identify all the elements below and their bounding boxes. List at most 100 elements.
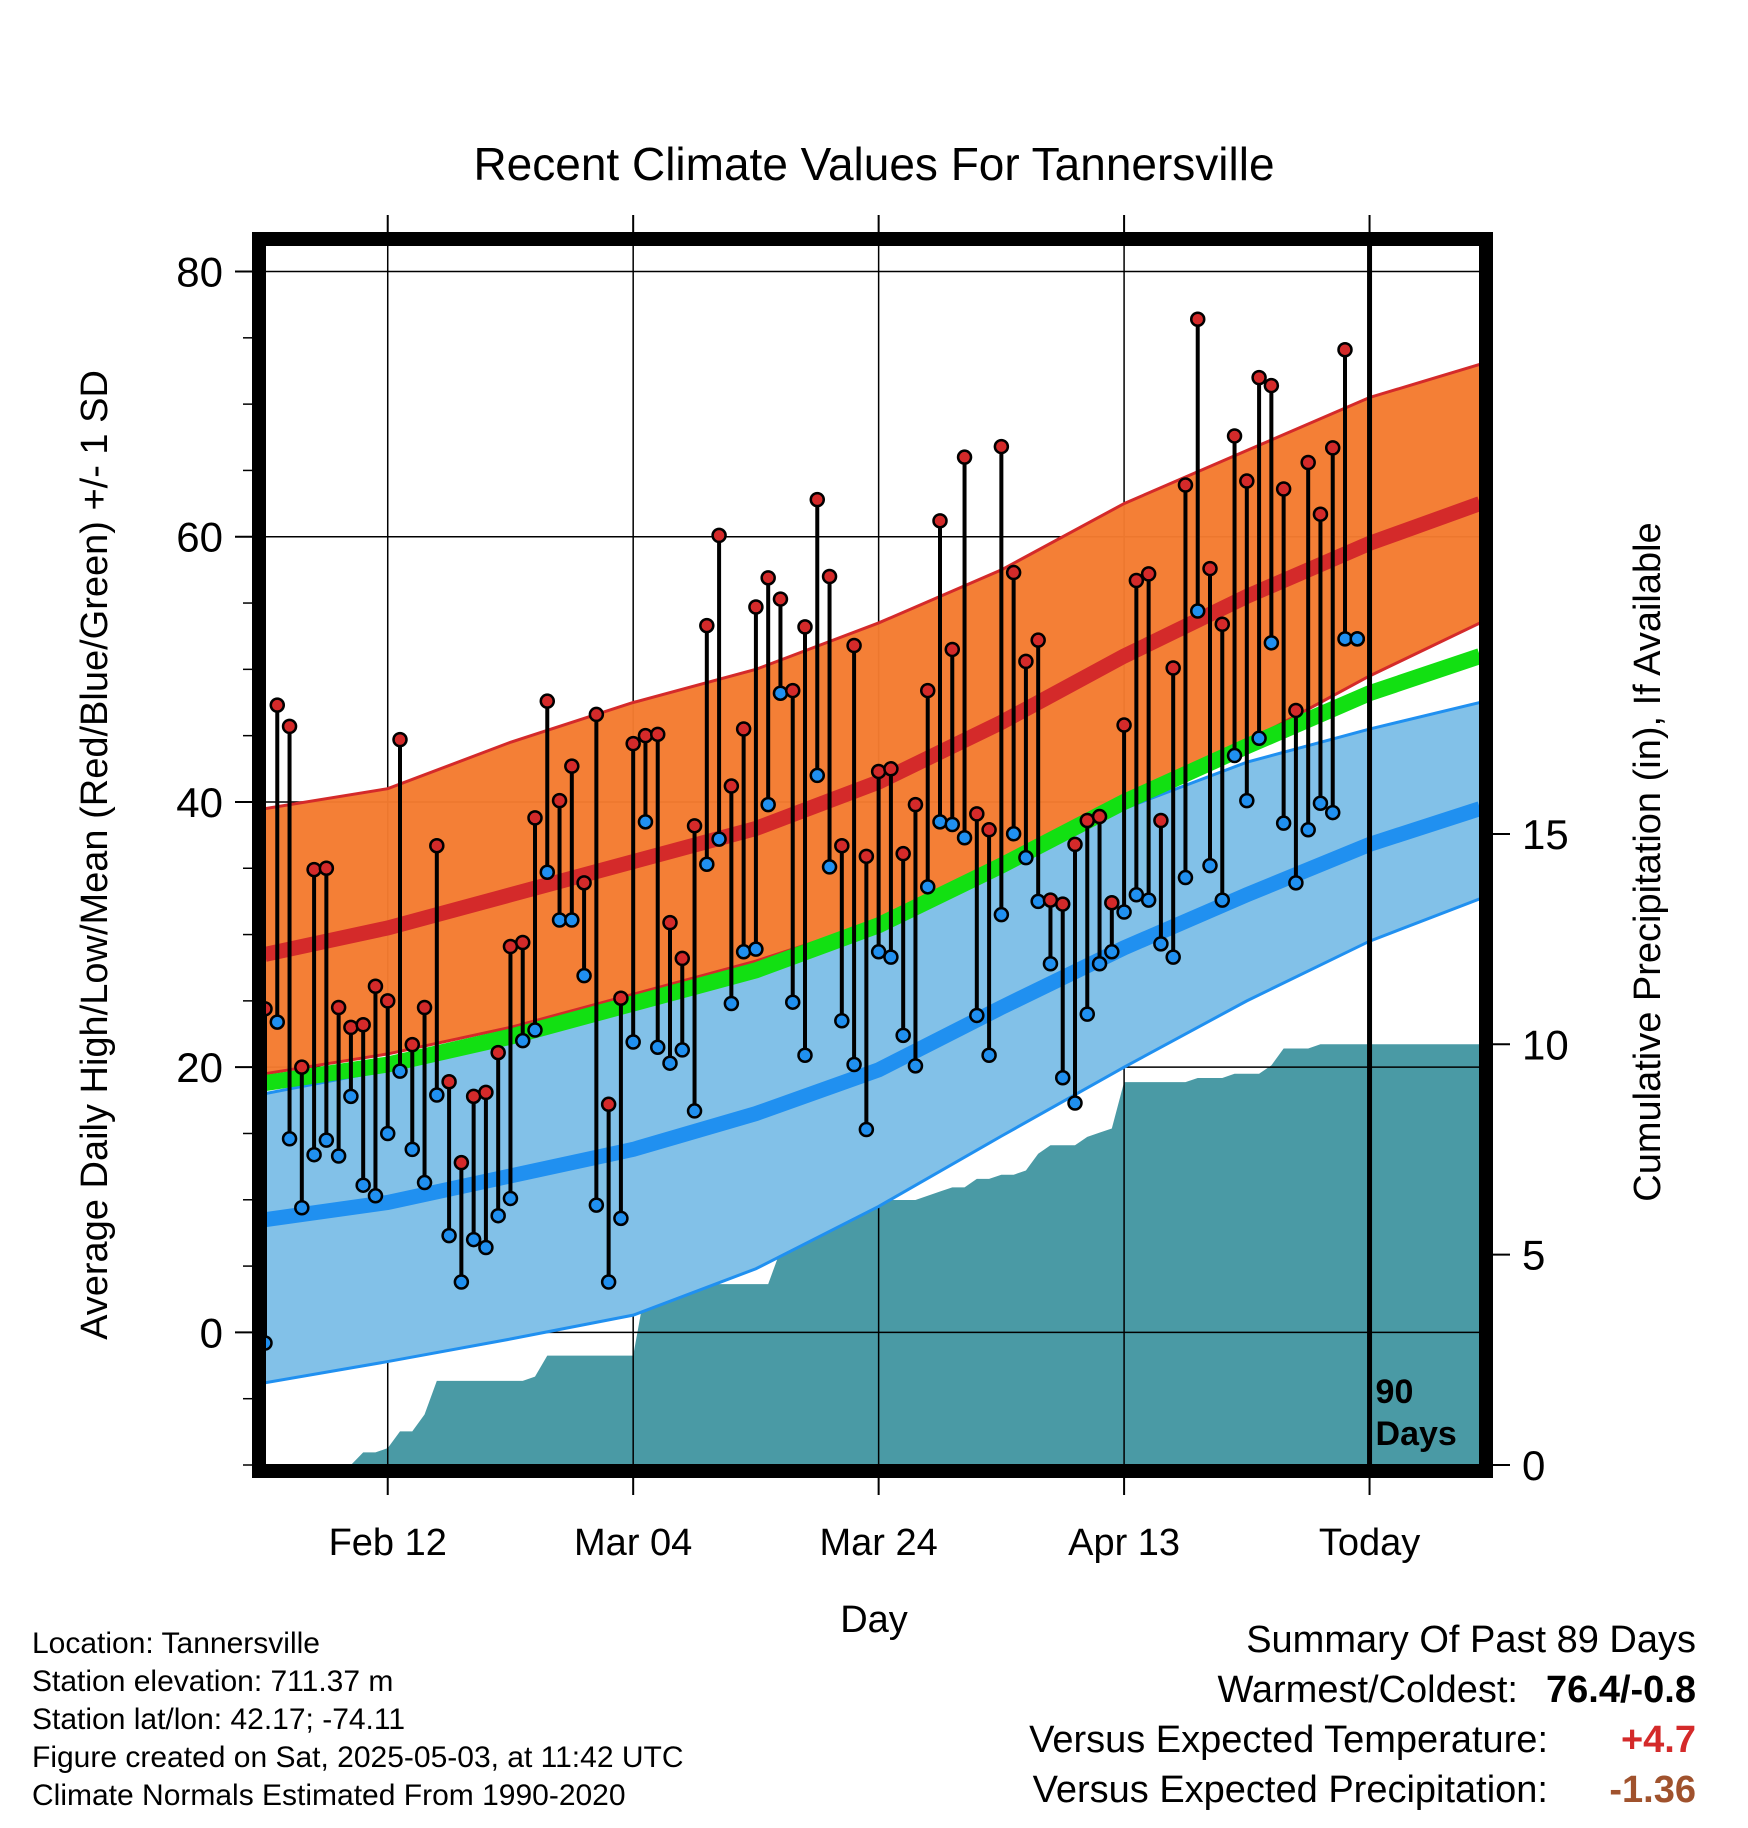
daily-high-point [1214,616,1231,633]
daily-high-point [1054,896,1071,912]
daily-high-point [600,1096,617,1113]
daily-low-point [870,944,887,960]
daily-high-point [1300,454,1316,471]
daily-low-point [539,864,556,880]
daily-low-point [821,859,838,875]
station-info: Location: Tannersville Station elevation… [32,1625,684,1815]
daily-low-point [748,941,764,957]
daily-high-point [1226,428,1243,444]
daily-low-point [834,1013,850,1029]
precip-value: -1.36 [1609,1769,1696,1811]
daily-low-point [674,1042,691,1058]
daily-high-point [784,682,801,699]
daily-high-point [367,978,384,995]
warmest-value: 76.4/-0.8 [1546,1669,1696,1711]
daily-low-point [772,685,789,701]
daily-high-point [1202,560,1218,577]
daily-high-point [1091,808,1108,825]
plot-frame [252,232,1493,1478]
daily-high-point [834,837,850,854]
x-tick-label: Today [1319,1522,1420,1564]
daily-high-point [760,570,776,586]
daily-low-point [265,1335,273,1351]
summary-title: Summary Of Past 89 Days [1246,1619,1696,1661]
daily-low-point [1153,936,1169,952]
daily-low-point [429,1087,445,1103]
daily-high-point [1275,481,1292,497]
daily-low-point [1312,795,1329,812]
summary-panel: Summary Of Past 89 Days Warmest/Coldest:… [1029,1615,1696,1815]
daily-low-point [1324,804,1341,821]
daily-high-point [404,1036,421,1053]
daily-high-point [969,806,985,822]
daily-low-point [527,1022,543,1038]
daily-high-point [686,818,703,834]
daily-high-point [711,527,727,544]
low-normal-line [265,801,1480,1228]
daily-low-point [416,1174,433,1191]
daily-high-point [1251,369,1267,386]
daily-low-point [760,796,776,813]
daily-low-point [588,1197,605,1213]
daily-low-point [1214,892,1231,908]
precip-area [265,1044,1480,1465]
daily-low-point [1018,849,1034,866]
daily-low-point [600,1274,617,1290]
daily-low-point [502,1190,519,1207]
y-tick-label: 80 [176,249,223,296]
created-text: Figure created on Sat, 2025-05-03, at 11… [32,1741,684,1774]
daily-low-point [858,1121,875,1138]
y-axis-label: Average Daily High/Low/Mean (Red/Blue/Gr… [74,370,116,1340]
daily-high-point [306,861,322,878]
high-sd-band [265,364,1480,1074]
warmest-label: Warmest/Coldest: [1217,1669,1518,1711]
daily-high-point [846,637,862,654]
x-axis-label: Day [840,1599,908,1641]
daily-low-point [1263,635,1280,651]
daily-low-point [699,856,715,873]
daily-low-point [784,994,801,1010]
summary-warmest-row: Warmest/Coldest: 76.4/-0.8 [1029,1665,1696,1715]
daily-low-point [649,1039,666,1056]
daily-low-point [404,1141,421,1158]
daily-low-point [1239,792,1255,809]
daily-high-point [662,914,678,931]
daily-high-point [809,491,826,508]
daily-high-point [1140,566,1157,582]
daily-low-point [330,1148,347,1164]
today-days-label: Days [1376,1415,1457,1453]
daily-high-point [281,718,298,735]
y-tick-label: 20 [176,1044,223,1091]
x-tick-label: Apr 13 [1068,1522,1180,1564]
daily-high-point [932,513,948,529]
y2-tick-label: 0 [1522,1442,1545,1489]
daily-high-point [797,619,813,635]
plot-contents: 90 Days [265,245,1480,1465]
y2-tick-label: 10 [1522,1021,1569,1068]
daily-low-point [1079,1006,1096,1022]
daily-high-point [1189,311,1206,328]
daily-high-point [392,731,408,748]
low-lower-edge [265,897,1480,1385]
daily-low-point [625,1034,641,1050]
daily-low-point [1116,904,1132,920]
latlon-text: Station lat/lon: 42.17; -74.11 [32,1703,406,1736]
daily-low-point [281,1131,298,1147]
summary-temp-row: Versus Expected Temperature: +4.7 [1029,1715,1696,1765]
daily-high-point [294,1059,310,1075]
daily-low-point [711,831,727,847]
daily-high-point [944,641,961,658]
daily-low-point [1177,869,1194,886]
daily-low-point [1275,815,1292,831]
daily-low-point [514,1032,531,1049]
high-upper-edge [265,362,1480,811]
daily-low-point [392,1063,408,1079]
x-tick-label: Mar 24 [819,1522,937,1564]
daily-low-point [662,1055,678,1071]
normals-text: Climate Normals Estimated From 1990-2020 [32,1779,626,1812]
daily-low-point [1226,747,1243,764]
y-tick-label: 60 [176,514,223,561]
daily-low-point [637,814,654,830]
x-tick-label: Feb 12 [329,1522,447,1564]
